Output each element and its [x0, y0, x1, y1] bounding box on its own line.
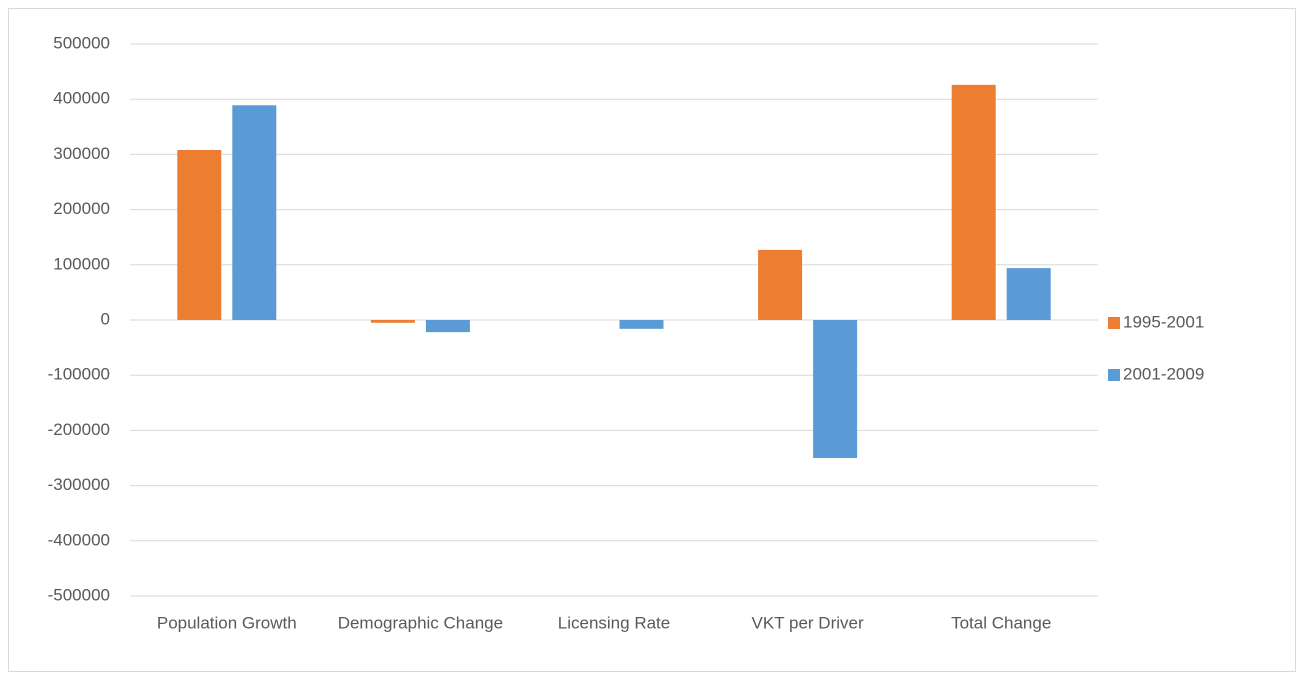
x-tick-label: Licensing Rate [558, 613, 670, 632]
y-tick-label: -100000 [48, 365, 110, 384]
x-tick-label: Population Growth [157, 613, 297, 632]
chart-border [8, 8, 1296, 672]
y-tick-label: 0 [101, 309, 110, 328]
y-tick-label: -500000 [48, 585, 110, 604]
x-tick-label: Demographic Change [338, 613, 503, 632]
y-tick-label: 200000 [53, 199, 110, 218]
bar [758, 249, 803, 320]
y-tick-label: 100000 [53, 254, 110, 273]
y-tick-label: -200000 [48, 420, 110, 439]
bar [370, 320, 415, 323]
bar [177, 149, 222, 320]
y-tick-label: 500000 [53, 33, 110, 52]
bar [813, 320, 858, 458]
bar [425, 320, 470, 333]
legend-label: 2001-2009 [1123, 364, 1204, 383]
y-tick-label: -300000 [48, 475, 110, 494]
bar [951, 84, 996, 321]
legend-swatch [1108, 317, 1120, 329]
y-tick-label: 400000 [53, 89, 110, 108]
bar [1006, 268, 1051, 320]
legend-swatch [1108, 369, 1120, 381]
legend-label: 1995-2001 [1123, 312, 1204, 331]
bar [232, 105, 277, 320]
bar [619, 320, 664, 329]
y-tick-label: 300000 [53, 144, 110, 163]
x-tick-label: VKT per Driver [752, 613, 864, 632]
x-tick-label: Total Change [951, 613, 1051, 632]
y-tick-label: -400000 [48, 530, 110, 549]
